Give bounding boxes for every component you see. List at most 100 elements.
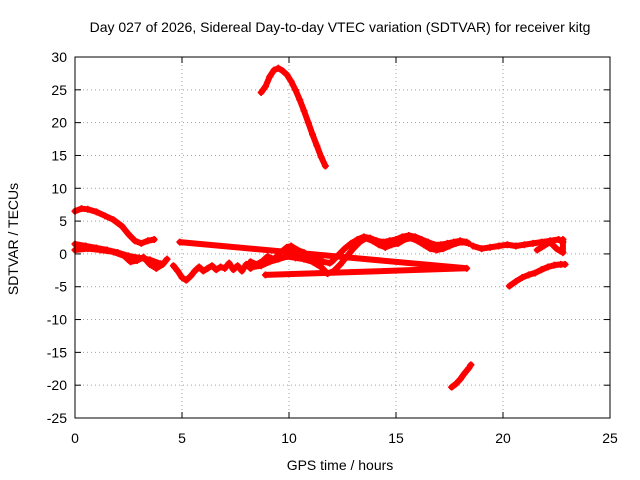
data-point — [317, 153, 325, 161]
chart-title: Day 027 of 2026, Sidereal Day-to-day VTE… — [90, 19, 591, 35]
data-point — [512, 242, 520, 250]
data-point — [561, 260, 569, 268]
data-point — [426, 245, 434, 253]
data-point — [92, 208, 100, 216]
data-point — [101, 212, 109, 220]
data-point — [347, 239, 355, 247]
data-point — [386, 237, 394, 245]
data-point — [512, 277, 520, 285]
data-point — [450, 238, 458, 246]
data-point — [195, 263, 203, 271]
data-point — [553, 245, 560, 253]
data-point — [274, 255, 282, 263]
data-point — [159, 260, 167, 268]
y-tick-label: -10 — [47, 312, 67, 328]
x-tick-label: 20 — [495, 430, 511, 446]
data-point — [131, 237, 139, 245]
series-arc-mid-left — [71, 245, 171, 272]
data-point — [163, 255, 171, 263]
data-point — [300, 107, 308, 115]
data-point — [529, 239, 537, 247]
data-point — [373, 237, 381, 245]
data-point — [341, 245, 349, 253]
plot-frame — [74, 56, 611, 419]
data-point — [456, 237, 464, 245]
x-tick-label: 5 — [178, 430, 186, 446]
data-point — [456, 375, 464, 383]
data-point — [328, 258, 336, 266]
series-trace — [506, 261, 569, 290]
data-point — [309, 258, 317, 266]
data-point — [234, 262, 242, 270]
data-point — [84, 245, 92, 253]
data-point — [546, 238, 554, 246]
data-point — [544, 263, 552, 271]
data-point — [174, 267, 182, 275]
x-tick-label: 15 — [388, 430, 404, 446]
data-point — [463, 238, 471, 246]
data-point — [110, 248, 118, 256]
data-point — [437, 241, 445, 249]
data-point — [398, 233, 406, 241]
data-point — [495, 242, 503, 250]
data-point — [212, 266, 220, 274]
data-point — [118, 222, 126, 230]
y-tick-label: 10 — [51, 180, 67, 196]
data-point — [538, 266, 546, 274]
data-point — [257, 88, 265, 96]
x-tick-label: 25 — [602, 430, 618, 446]
data-point — [246, 258, 254, 266]
data-point — [460, 369, 468, 377]
data-point — [242, 260, 250, 268]
data-point — [463, 264, 471, 272]
data-point — [274, 64, 282, 72]
data-point — [238, 267, 246, 275]
y-axis-label: SDTVAR / TECUs — [5, 183, 21, 295]
series-arc-dip-5h — [169, 259, 254, 284]
series-arc-peak — [257, 64, 329, 170]
data-points — [71, 64, 569, 391]
data-point — [520, 241, 528, 249]
series-arc-mid-upper — [328, 232, 471, 266]
data-point — [229, 266, 237, 274]
data-point — [559, 235, 567, 243]
data-point — [144, 237, 152, 245]
data-point — [300, 255, 308, 263]
data-point — [264, 253, 272, 261]
data-point — [146, 260, 154, 268]
data-point — [448, 383, 456, 391]
series-arc-bottom — [448, 361, 475, 391]
y-tick-label: 30 — [51, 49, 67, 65]
data-point — [336, 260, 344, 268]
data-point — [152, 264, 160, 272]
series-arc-right-blob — [533, 235, 567, 257]
data-point — [125, 230, 132, 238]
data-point — [431, 241, 439, 249]
series-arc-right-low — [505, 260, 569, 290]
data-point — [261, 271, 269, 279]
data-point — [169, 262, 177, 270]
data-point — [283, 71, 291, 79]
data-point — [191, 267, 199, 275]
data-point — [540, 242, 548, 250]
data-point — [182, 276, 190, 284]
data-point — [443, 239, 451, 247]
data-point — [270, 66, 278, 74]
y-tick-label: 20 — [51, 115, 67, 131]
data-point — [199, 267, 207, 275]
data-point — [518, 274, 526, 282]
data-point — [77, 205, 85, 213]
data-point — [525, 271, 533, 279]
data-point — [127, 258, 135, 266]
data-point — [208, 262, 216, 270]
data-point — [133, 256, 141, 264]
data-point — [392, 235, 400, 243]
data-point — [505, 282, 513, 290]
data-point — [287, 77, 295, 85]
data-point — [178, 274, 186, 282]
data-point — [405, 232, 413, 240]
y-tick-label: 25 — [51, 82, 67, 98]
series-trace — [72, 205, 158, 247]
